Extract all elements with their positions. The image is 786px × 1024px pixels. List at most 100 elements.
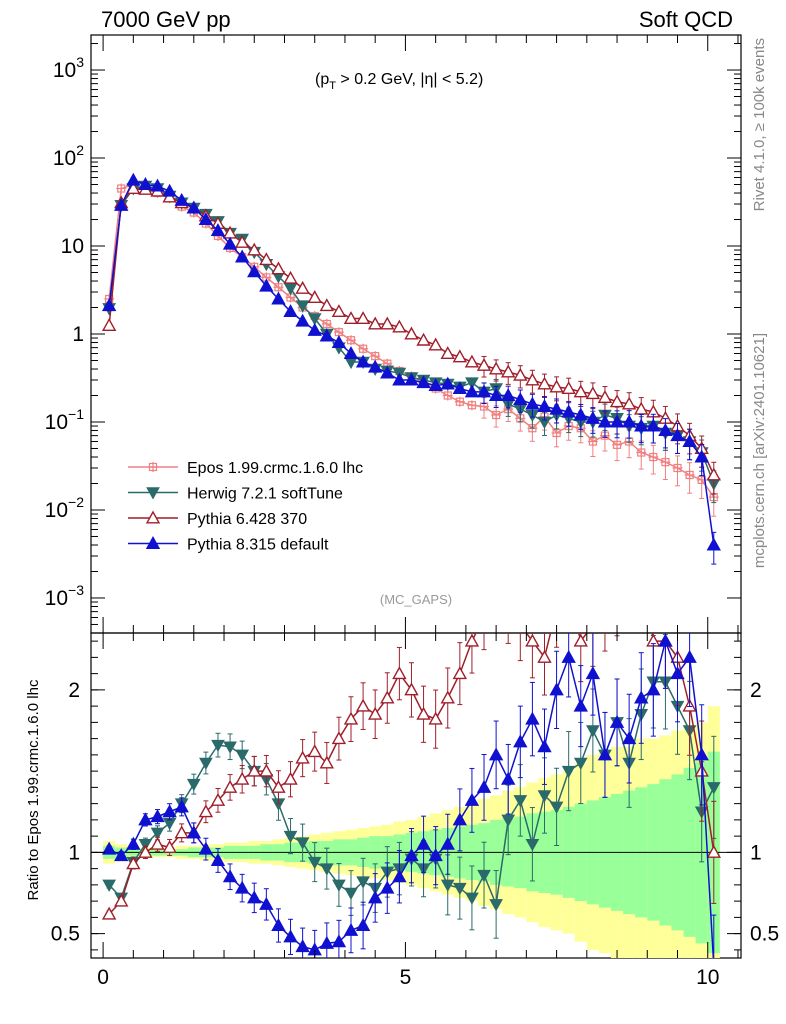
data-point	[525, 372, 540, 386]
ratio-point	[477, 869, 491, 883]
y-tick-base: 10	[61, 235, 84, 258]
series-line	[108, 183, 715, 498]
y-tick-label: 10−3	[45, 582, 85, 610]
ratio-point	[464, 792, 480, 806]
data-point	[198, 212, 214, 226]
ratio-point	[150, 827, 165, 840]
y-tick-exponent: 2	[76, 142, 84, 158]
ratio-point	[234, 771, 250, 785]
data-point	[126, 172, 141, 186]
data-point	[331, 335, 347, 349]
y-tick-exponent: −1	[68, 406, 84, 422]
ratio-point	[101, 841, 117, 855]
data-point	[380, 365, 395, 379]
data-point	[174, 192, 189, 206]
ratio-point	[331, 934, 347, 948]
ratio-point	[404, 682, 419, 696]
ratio-point	[561, 765, 576, 779]
ratio-point	[271, 918, 286, 931]
ratio-point	[501, 814, 516, 827]
ratio-point	[549, 801, 564, 814]
ratio-point	[114, 893, 129, 907]
ratio-point	[525, 633, 540, 647]
ratio-point	[597, 747, 613, 761]
data-point	[101, 298, 117, 312]
data-point	[428, 337, 443, 351]
ratio-point	[319, 863, 334, 876]
data-point	[271, 261, 286, 275]
data-point	[186, 200, 201, 214]
data-point	[454, 396, 465, 407]
ratio-point	[307, 856, 322, 870]
x-tick-label: 0	[97, 966, 109, 989]
ratio-point	[295, 837, 310, 850]
ratio-point	[259, 896, 274, 910]
ratio-point	[210, 853, 226, 866]
legend-marker	[146, 487, 160, 500]
data-point	[585, 410, 601, 424]
ratio-point	[501, 771, 516, 785]
ratio-point	[174, 799, 189, 813]
data-point	[116, 183, 127, 194]
y-tick-label: 10	[61, 235, 84, 258]
data-point	[672, 463, 683, 474]
data-point	[370, 351, 381, 362]
ratio-point	[706, 782, 721, 795]
ratio-point	[585, 666, 601, 680]
data-point	[138, 177, 153, 191]
legend-label: Pythia 6.428 370	[187, 511, 307, 528]
legend-entry-2: Pythia 6.428 370	[128, 510, 307, 528]
ratio-point	[343, 922, 359, 936]
ratio-point	[488, 747, 504, 761]
data-point	[222, 236, 238, 250]
ratio-point	[283, 771, 298, 785]
data-point	[452, 381, 468, 395]
data-point	[612, 439, 623, 450]
ratio-point	[586, 725, 600, 738]
ratio-point	[573, 698, 588, 712]
data-point	[307, 322, 322, 336]
ratio-point	[489, 899, 503, 912]
ratio-y-tick-label: 0.5	[51, 923, 80, 946]
ratio-point	[549, 682, 564, 696]
data-point	[660, 457, 671, 468]
data-point	[488, 388, 504, 402]
y-tick-base: 10	[53, 147, 76, 170]
data-point	[513, 367, 528, 381]
ratio-point	[355, 918, 371, 931]
y-tick-base: 10	[45, 499, 68, 522]
ratio-point	[609, 714, 625, 728]
data-point	[573, 384, 588, 398]
data-point	[442, 390, 453, 401]
data-point	[440, 376, 455, 390]
ratio-point	[295, 939, 310, 953]
ratio-point	[332, 879, 346, 892]
data-point	[150, 178, 165, 192]
ratio-point	[186, 778, 201, 792]
ratio-point	[247, 890, 262, 904]
ratio-point	[416, 836, 431, 850]
data-point	[634, 418, 649, 432]
data-point	[636, 447, 647, 458]
ratio-point	[573, 633, 588, 647]
data-point	[283, 283, 298, 296]
data-point	[465, 377, 479, 390]
ratio-point	[101, 906, 117, 920]
data-point	[501, 364, 516, 378]
ratio-point	[331, 731, 347, 745]
y-tick-label: 1	[72, 323, 84, 346]
y-tick-base: 1	[72, 323, 84, 346]
data-point	[561, 381, 576, 395]
ratio-point	[283, 830, 298, 844]
ratio-point	[537, 790, 552, 803]
legend-entry-1: Herwig 7.2.1 softTune	[128, 486, 343, 503]
data-point	[491, 410, 502, 421]
data-point	[392, 319, 407, 333]
data-point	[513, 392, 528, 406]
data-point	[549, 401, 564, 415]
legend-label: Epos 1.99.crmc.1.6.0 lhc	[187, 460, 363, 477]
legend-entry-0: Epos 1.99.crmc.1.6.0 lhc	[128, 460, 363, 477]
data-point	[551, 427, 562, 438]
ratio-point	[428, 848, 443, 862]
ratio-y-tick-label-right: 1	[750, 841, 762, 864]
